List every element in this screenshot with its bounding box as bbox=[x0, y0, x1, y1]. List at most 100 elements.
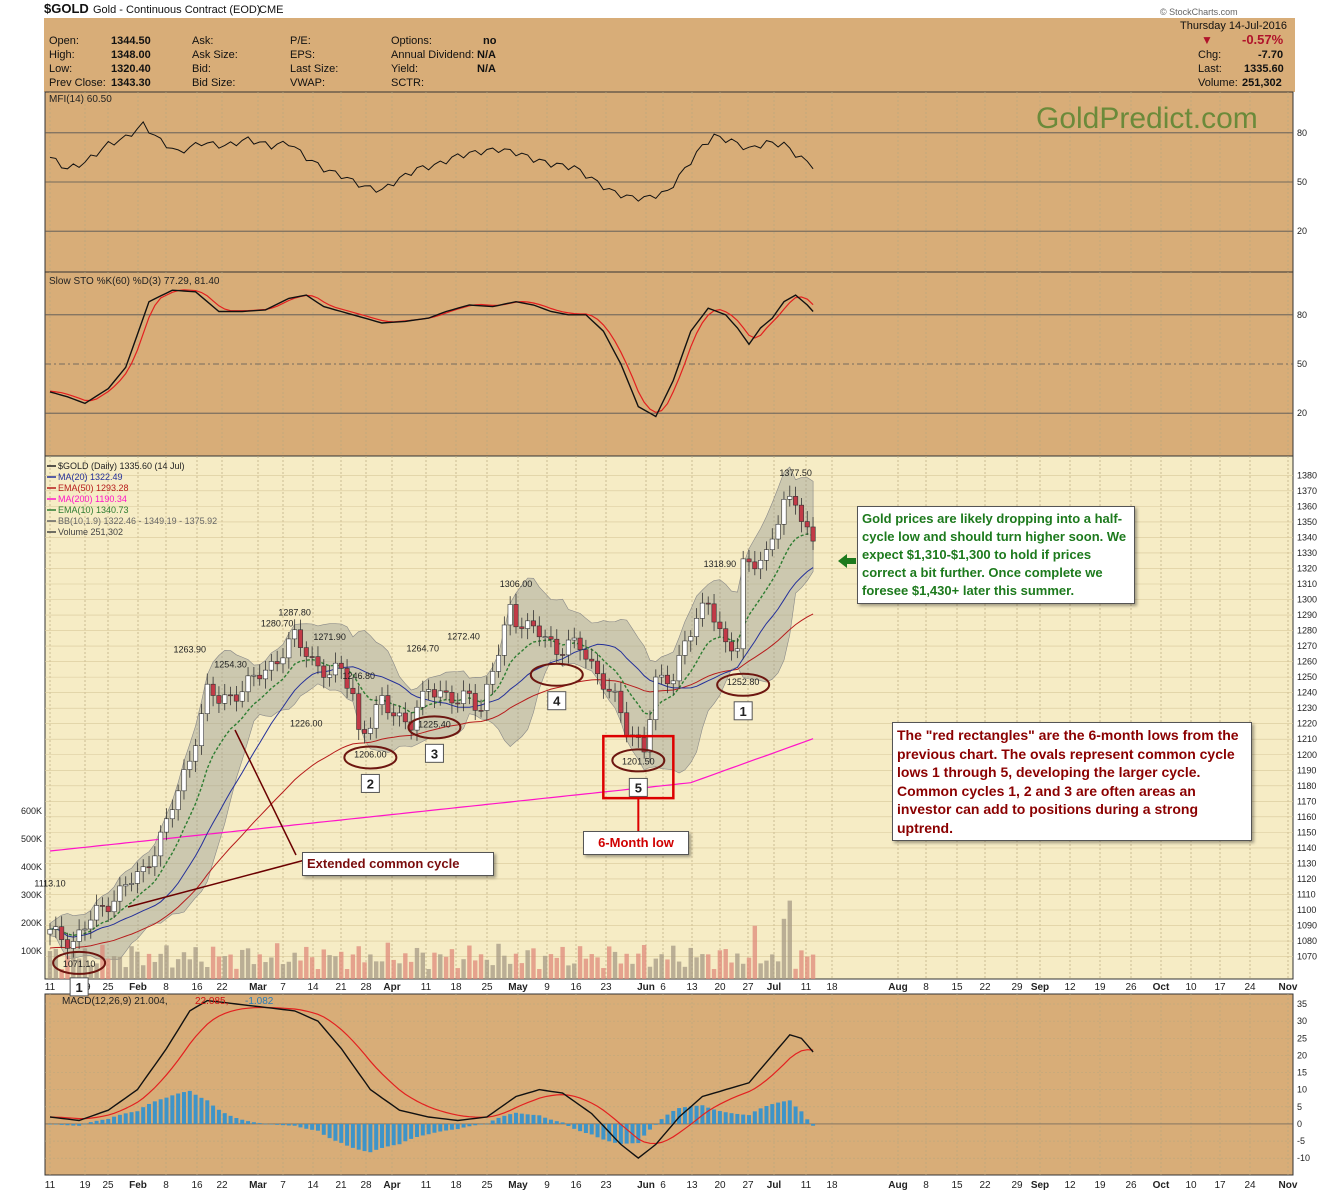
volume-bar bbox=[519, 963, 525, 979]
candle-body bbox=[810, 526, 816, 542]
candle-body bbox=[705, 602, 711, 605]
exchange: CME bbox=[259, 4, 284, 16]
sto-tick: 50 bbox=[1297, 359, 1307, 369]
macd-hist-bar bbox=[706, 1107, 711, 1124]
x-tick-label: Jul bbox=[767, 982, 782, 993]
macd-hist-bar bbox=[391, 1123, 396, 1146]
x-tick-label-bottom: Aug bbox=[888, 1180, 907, 1191]
x-tick-label-bottom: 26 bbox=[1125, 1180, 1137, 1191]
volume-bar bbox=[694, 957, 699, 979]
macd-hist-bar bbox=[618, 1123, 623, 1144]
candle-body bbox=[426, 689, 432, 692]
candle-body bbox=[379, 695, 385, 706]
candle-body bbox=[198, 713, 204, 747]
candle-body bbox=[338, 662, 344, 669]
sto-tick: 20 bbox=[1297, 408, 1307, 418]
candle-body bbox=[443, 690, 449, 693]
candle-body bbox=[169, 809, 175, 820]
x-tick-label: 18 bbox=[450, 982, 462, 993]
candle-body bbox=[589, 658, 595, 662]
macd-hist-bar bbox=[496, 1117, 501, 1124]
candle-body bbox=[268, 661, 274, 671]
price-label-text: 1252.80 bbox=[727, 677, 760, 687]
macd-hist-bar bbox=[152, 1101, 157, 1124]
volume-bar bbox=[711, 969, 717, 979]
macd-hist-bar bbox=[409, 1123, 414, 1139]
volume-bar bbox=[205, 967, 210, 979]
macd-line bbox=[49, 999, 814, 1159]
x-tick-label: 25 bbox=[481, 982, 493, 993]
candle-body bbox=[140, 866, 146, 873]
x-tick-label-bottom: May bbox=[508, 1180, 528, 1191]
x-tick-label-bottom: 24 bbox=[1244, 1180, 1256, 1191]
macd-hist-bar bbox=[793, 1106, 798, 1124]
price-tick-label: 1260 bbox=[1297, 657, 1317, 667]
price-tick-label: 1140 bbox=[1297, 843, 1316, 853]
candle-body bbox=[362, 729, 368, 734]
candle-body bbox=[222, 694, 228, 704]
dividend-value: N/A bbox=[477, 49, 496, 61]
price-label-text: 1226.00 bbox=[290, 718, 323, 728]
macd-hist-bar bbox=[164, 1097, 169, 1124]
high-value: 1348.00 bbox=[111, 49, 151, 61]
volume-bar bbox=[432, 952, 437, 979]
volume-bar bbox=[449, 949, 455, 979]
legend-entry: BB(10,1.9) 1322.46 - 1349.19 - 1375.92 bbox=[58, 516, 217, 526]
macd-hist-bar bbox=[48, 1123, 52, 1125]
candle-body bbox=[303, 647, 309, 657]
legend-entry: EMA(50) 1293.28 bbox=[58, 483, 129, 493]
macd-hist-bar bbox=[647, 1123, 652, 1130]
candle-body bbox=[513, 604, 519, 628]
volume-bar bbox=[356, 946, 361, 979]
macd-hist-bar bbox=[438, 1123, 443, 1132]
candle-body bbox=[94, 905, 100, 921]
volume-bar bbox=[129, 946, 134, 979]
price-tick-label: 1080 bbox=[1297, 936, 1317, 946]
volume-bar bbox=[304, 946, 309, 979]
volume-bar bbox=[589, 954, 594, 979]
candle-body bbox=[64, 939, 70, 949]
volume-bar bbox=[397, 963, 402, 979]
chg-value: -7.70 bbox=[1258, 49, 1284, 61]
high-label: High: bbox=[49, 49, 75, 61]
macd-hist-bar bbox=[199, 1097, 204, 1124]
volume-bar bbox=[152, 961, 158, 979]
volume-bar bbox=[141, 965, 146, 979]
x-tick-label-bottom: 23 bbox=[600, 1180, 612, 1191]
x-tick-label-bottom: 10 bbox=[1185, 1180, 1197, 1191]
volume-bar bbox=[740, 963, 746, 979]
volume-bar bbox=[583, 958, 589, 979]
bollinger-band bbox=[49, 466, 814, 961]
candle-body bbox=[455, 702, 461, 705]
volume-bar bbox=[368, 954, 373, 979]
price-label: 1252.80 bbox=[727, 677, 760, 687]
cycle-oval bbox=[529, 662, 584, 687]
macd-hist-bar bbox=[589, 1123, 594, 1135]
price-tick-label: 1330 bbox=[1297, 548, 1317, 558]
candle-body bbox=[490, 671, 496, 685]
price-tick-label: 1360 bbox=[1297, 501, 1317, 511]
macd-hist-bar bbox=[94, 1120, 99, 1124]
volume-bar bbox=[76, 958, 82, 979]
candle-body bbox=[501, 624, 507, 656]
volume-bar bbox=[455, 968, 460, 979]
x-tick-label-bottom: 19 bbox=[1094, 1180, 1106, 1191]
volume-bar bbox=[461, 959, 466, 979]
candle-body bbox=[187, 760, 193, 770]
sto-label: Slow STO %K(60) %D(3) 77.29, 81.40 bbox=[49, 276, 220, 287]
price-tick-label: 1280 bbox=[1297, 626, 1317, 636]
x-tick-label: 22 bbox=[979, 982, 991, 993]
macd-hist-bar bbox=[659, 1119, 664, 1124]
x-tick-label-bottom: 28 bbox=[360, 1180, 372, 1191]
volume-bar bbox=[59, 969, 64, 979]
x-tick-label-bottom: 13 bbox=[686, 1180, 698, 1191]
candle-body bbox=[688, 636, 694, 642]
macd-hist-bar bbox=[141, 1107, 146, 1124]
volume-tick-label: 100K bbox=[21, 946, 42, 956]
price-tick-label: 1130 bbox=[1297, 858, 1316, 868]
x-tick-label-bottom: 29 bbox=[1011, 1180, 1023, 1191]
candle-body bbox=[385, 695, 391, 714]
ma20-line bbox=[49, 567, 814, 938]
candle-body bbox=[781, 498, 787, 525]
mfi-tick: 50 bbox=[1297, 177, 1307, 187]
